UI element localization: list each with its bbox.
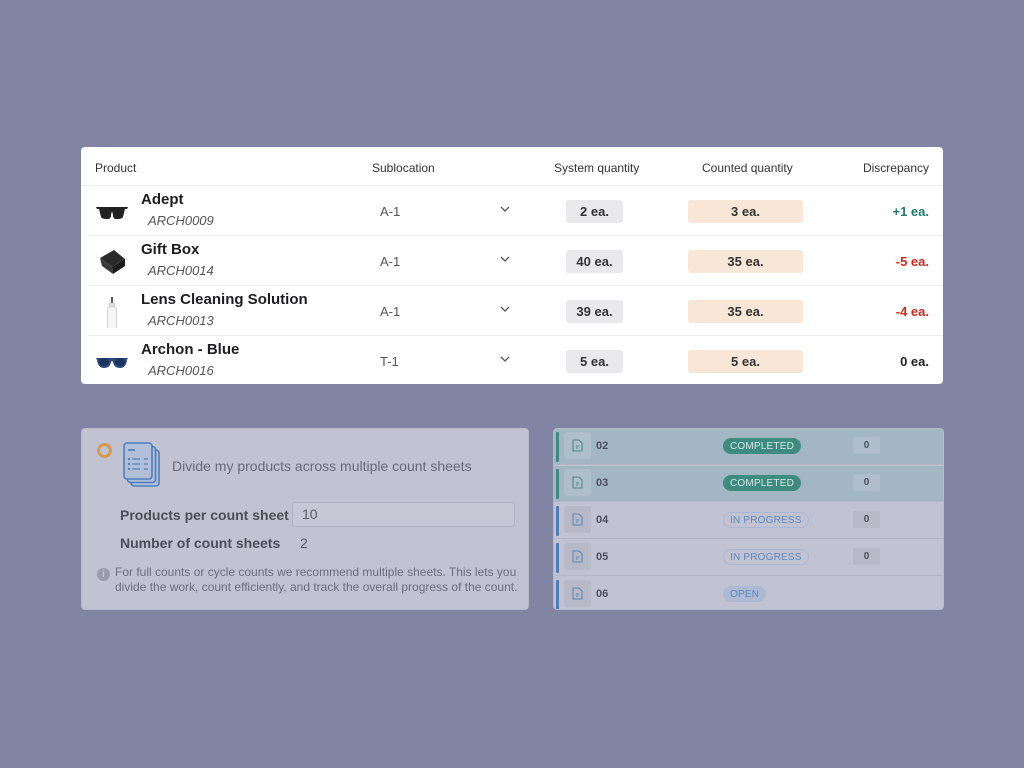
product-sku: ARCH0014	[148, 263, 214, 278]
document-icon	[572, 476, 583, 489]
count-sheets-list: 02 COMPLETED 0 03 COMPLETED 0 04 IN PROG…	[553, 428, 944, 610]
product-name: Lens Cleaning Solution	[141, 291, 308, 308]
discrepancy-value: -4 ea.	[895, 304, 929, 319]
counted-quantity-field[interactable]: 3 ea.	[688, 200, 803, 223]
sublocation-value: A-1	[380, 254, 401, 269]
number-of-sheets-label: Number of count sheets	[120, 535, 281, 551]
product-sku: ARCH0013	[148, 313, 214, 328]
chevron-down-icon[interactable]	[499, 303, 511, 315]
sheet-icon-container	[564, 543, 591, 570]
chevron-down-icon[interactable]	[499, 203, 511, 215]
sheet-number: 02	[596, 440, 609, 452]
product-sku: ARCH0009	[148, 213, 214, 228]
sublocation-value: T-1	[380, 354, 399, 369]
discrepancy-count: 0	[853, 474, 880, 491]
table-row: Lens Cleaning Solution ARCH0013 A-1 39 e…	[88, 286, 943, 336]
multiple-count-sheets-option: Divide my products across multiple count…	[81, 428, 529, 610]
discrepancy-value: +1 ea.	[892, 204, 929, 219]
system-quantity: 39 ea.	[566, 300, 623, 323]
count-sheet-row[interactable]: 02 COMPLETED 0	[554, 429, 943, 465]
status-indicator-bar	[556, 580, 559, 609]
black-gift-box-image	[100, 250, 125, 274]
product-name: Adept	[141, 191, 184, 208]
chevron-down-icon[interactable]	[499, 253, 511, 265]
document-icon	[572, 587, 583, 600]
count-sheet-row[interactable]: 06 OPEN	[554, 577, 943, 609]
table-row: Gift Box ARCH0014 A-1 40 ea. 35 ea. -5 e…	[88, 236, 943, 286]
product-sku: ARCH0016	[148, 363, 214, 378]
inventory-count-table: Product Sublocation System quantity Coun…	[81, 147, 943, 384]
status-indicator-bar	[556, 543, 559, 573]
status-indicator-bar	[556, 506, 559, 536]
discrepancy-count: 0	[853, 511, 880, 528]
product-name: Gift Box	[141, 241, 200, 258]
count-sheet-row[interactable]: 04 IN PROGRESS 0	[554, 503, 943, 539]
column-header-counted-quantity: Counted quantity	[702, 161, 793, 175]
status-badge: OPEN	[723, 586, 767, 602]
sublocation-value: A-1	[380, 204, 401, 219]
system-quantity: 5 ea.	[566, 350, 623, 373]
column-header-product: Product	[95, 161, 137, 175]
status-indicator-bar	[556, 432, 559, 462]
sheet-number: 06	[596, 588, 609, 600]
document-icon	[572, 513, 583, 526]
document-icon	[572, 550, 583, 563]
status-indicator-bar	[556, 469, 559, 499]
sublocation-value: A-1	[380, 304, 401, 319]
sheet-icon-container	[564, 469, 591, 496]
info-text: For full counts or cycle counts we recom…	[115, 565, 518, 594]
discrepancy-count: 0	[853, 548, 880, 565]
sheet-icon-container	[564, 580, 591, 607]
discrepancy-count: 0	[853, 437, 880, 454]
status-badge: IN PROGRESS	[723, 549, 809, 565]
status-badge: COMPLETED	[723, 475, 802, 491]
count-sheets-icon	[123, 442, 160, 487]
column-header-sublocation: Sublocation	[372, 161, 435, 175]
discrepancy-value: -5 ea.	[895, 254, 929, 269]
column-header-discrepancy: Discrepancy	[862, 161, 929, 175]
sheet-number: 05	[596, 551, 609, 563]
count-sheet-row[interactable]: 05 IN PROGRESS 0	[554, 540, 943, 576]
blue-sunglasses-image	[96, 358, 128, 368]
count-sheet-row[interactable]: 03 COMPLETED 0	[554, 466, 943, 502]
sheet-icon-container	[564, 432, 591, 459]
table-header: Product Sublocation System quantity Coun…	[81, 147, 943, 186]
counted-quantity-field[interactable]: 35 ea.	[688, 250, 803, 273]
product-name: Archon - Blue	[141, 341, 240, 358]
system-quantity: 2 ea.	[566, 200, 623, 223]
status-badge: IN PROGRESS	[723, 512, 809, 528]
products-per-sheet-label: Products per count sheet	[120, 507, 289, 523]
table-row: Archon - Blue ARCH0016 T-1 5 ea. 5 ea. 0…	[88, 336, 943, 384]
option-radio[interactable]	[97, 443, 112, 458]
info-icon: i	[97, 568, 110, 581]
column-header-system-quantity: System quantity	[554, 161, 640, 175]
sheet-number: 03	[596, 477, 609, 489]
discrepancy-value: 0 ea.	[900, 354, 929, 369]
system-quantity: 40 ea.	[566, 250, 623, 273]
sheet-number: 04	[596, 514, 609, 526]
status-badge: COMPLETED	[723, 438, 802, 454]
products-per-sheet-input[interactable]: 10	[292, 502, 515, 527]
option-title: Divide my products across multiple count…	[172, 458, 472, 474]
table-row: Adept ARCH0009 A-1 2 ea. 3 ea. +1 ea.	[88, 186, 943, 236]
number-of-sheets-value: 2	[300, 535, 308, 551]
counted-quantity-field[interactable]: 5 ea.	[688, 350, 803, 373]
counted-quantity-field[interactable]: 35 ea.	[688, 300, 803, 323]
document-icon	[572, 439, 583, 452]
black-sunglasses-image	[96, 207, 128, 219]
chevron-down-icon[interactable]	[499, 353, 511, 365]
spray-bottle-image	[107, 297, 117, 328]
sheet-icon-container	[564, 506, 591, 533]
